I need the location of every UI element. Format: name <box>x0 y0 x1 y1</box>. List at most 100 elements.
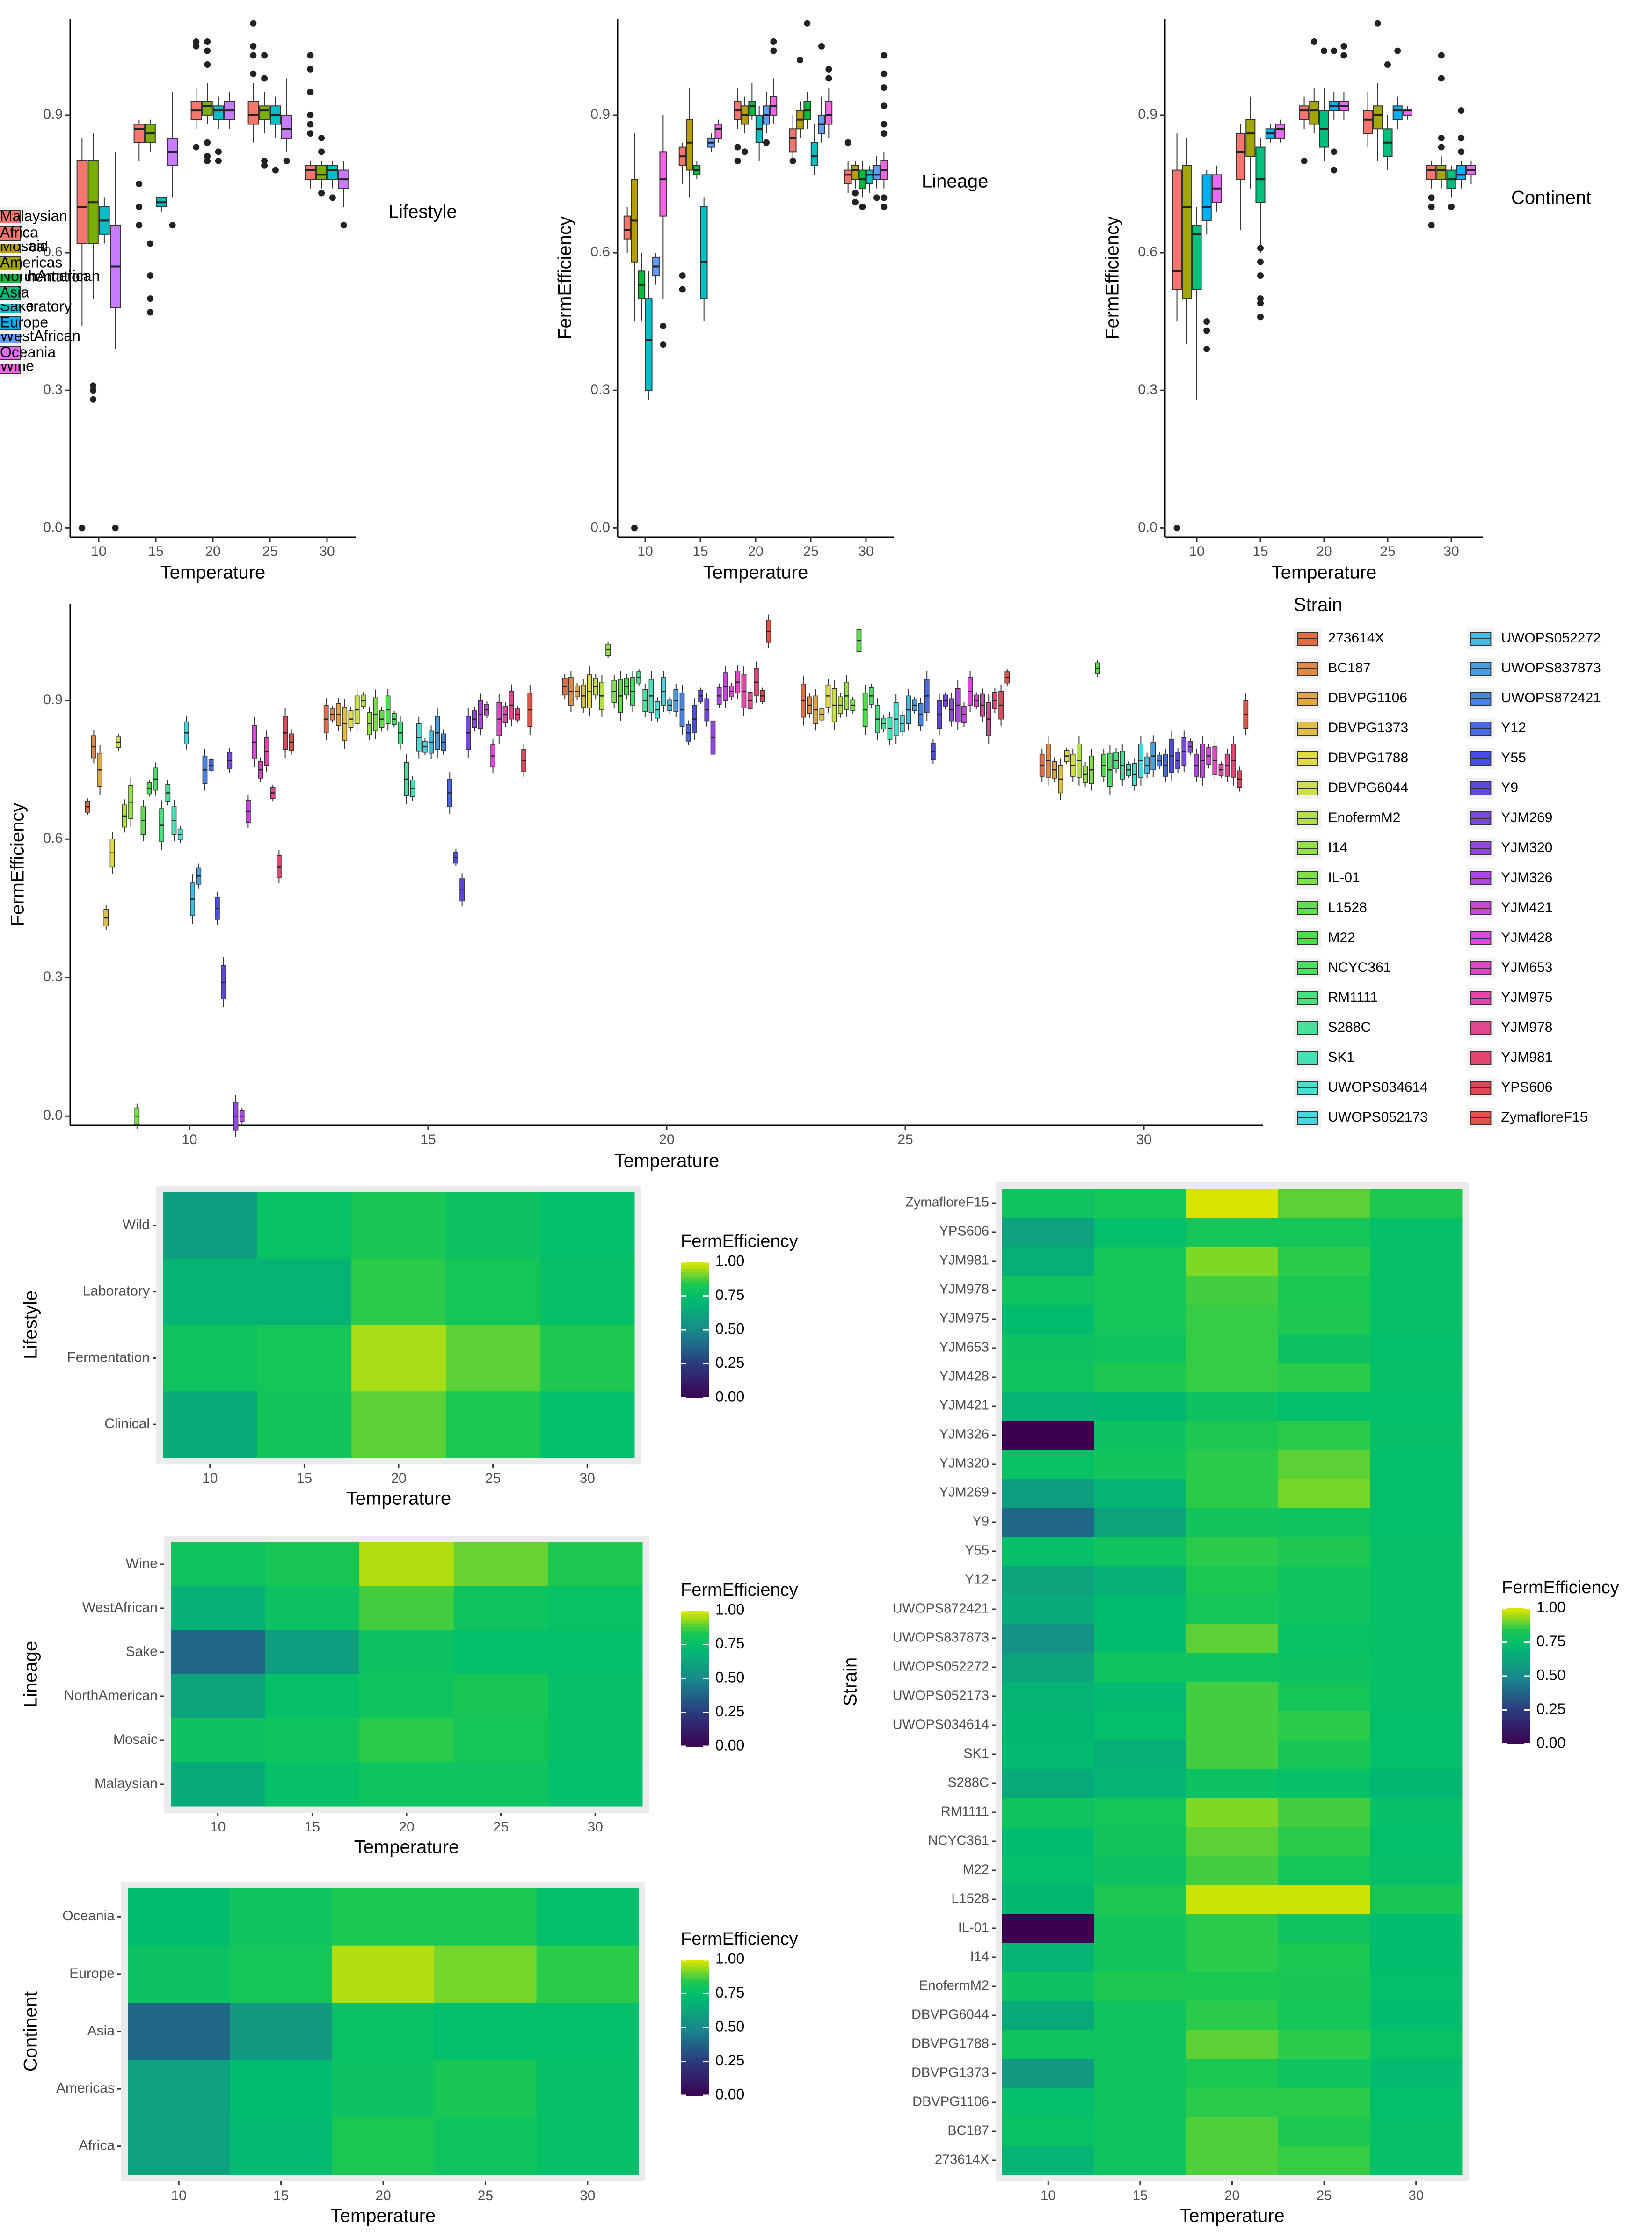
heat-cell-europe-20 <box>332 1945 435 2003</box>
box-uwops034614-10 <box>177 826 183 843</box>
y-axis-title: FermEfficiency <box>555 216 575 340</box>
box-body <box>1201 174 1212 221</box>
box-outlier <box>90 396 97 403</box>
x-tick-label: 15 <box>148 544 163 559</box>
heat-cell-zymafloref15-25 <box>1278 1189 1370 1218</box>
box-dbvpg1788-10 <box>109 832 115 874</box>
colorbar-segment <box>1502 1632 1530 1636</box>
x-tick-label: 10 <box>637 544 653 559</box>
colorbar-segment <box>681 2007 709 2011</box>
y-tick-label: 0.3 <box>1138 382 1157 397</box>
box-uwops034614-30 <box>1132 758 1137 791</box>
box-clinical-10 <box>76 138 88 532</box>
y-tick-label: 0.9 <box>1138 107 1157 122</box>
box-malaysian-25 <box>789 115 797 164</box>
heat-cell-uwops034614-15 <box>1094 1711 1186 1740</box>
legend-label: NCYC361 <box>1328 960 1391 975</box>
heat-cell-yjm975-25 <box>1278 1305 1370 1334</box>
colorbar-segment <box>681 1644 709 1648</box>
legend-key-yjm428: YJM428 <box>1467 928 1552 948</box>
colorbar-segment <box>1502 1659 1530 1663</box>
x-tick-label: 20 <box>399 1819 414 1835</box>
box-outlier <box>1203 345 1210 352</box>
colorbar-segment <box>681 1371 709 1375</box>
box-dbvpg1106-10 <box>97 744 102 795</box>
box-yjm421-30 <box>1200 736 1205 786</box>
y-tick-label: RM1111 <box>941 1804 989 1819</box>
y-tick-label: 0.0 <box>590 519 610 535</box>
colorbar-segment <box>681 1330 709 1334</box>
box-i14-20 <box>605 641 611 658</box>
legend-key-uwops034614: UWOPS034614 <box>1294 1078 1428 1098</box>
legend-key-uwops837873: UWOPS837873 <box>1467 658 1601 679</box>
heat-cell-y9-25 <box>1278 1508 1370 1537</box>
box-outlier <box>881 130 888 137</box>
box-273614x-20 <box>562 674 568 700</box>
heat-cell-oceania-20 <box>332 1888 435 1946</box>
box-laboratory-15 <box>156 197 167 212</box>
colorbar-segment <box>681 1638 709 1642</box>
legend-label: YJM981 <box>1501 1050 1552 1065</box>
box-body <box>133 124 145 143</box>
colorbar-segment <box>1502 1693 1530 1697</box>
heat-cell-clinical-20 <box>351 1391 446 1458</box>
legend-key-yjm269: YJM269 <box>1467 808 1552 829</box>
box-americas-15 <box>1245 96 1256 189</box>
heat-cell-ncyc361-30 <box>1370 1827 1463 1856</box>
colorbar-segment <box>681 1973 709 1977</box>
heat-cell-zymafloref15-30 <box>1370 1189 1463 1218</box>
box-uwops052173-10 <box>184 716 189 750</box>
box-rm1111-10 <box>159 800 164 850</box>
heat-cell-273614x-25 <box>1278 2146 1370 2175</box>
heat-cell-mosaic-25 <box>453 1718 548 1763</box>
heat-cell-sake-15 <box>265 1630 360 1675</box>
legend-label: DBVPG1106 <box>1328 690 1407 706</box>
box-enofermm2-20 <box>599 675 604 717</box>
colorbar-segment <box>681 2004 709 2008</box>
colorbar-segment <box>681 1394 709 1398</box>
box-sake-20 <box>755 106 763 161</box>
heat-cell-dbvpg6044-25 <box>1278 2001 1370 2030</box>
heat-cell-yjm978-15 <box>1094 1276 1186 1305</box>
box-yjm326-30 <box>1194 748 1199 782</box>
y-tick-label: Clinical <box>104 1416 150 1431</box>
colorbar-label: 0.25 <box>1536 1700 1565 1717</box>
colorbar-segment <box>681 1702 709 1706</box>
y-tick-label: Americas <box>56 2080 115 2096</box>
heat-cell-il-01-10 <box>1002 1914 1095 1943</box>
box-uwops052272-15 <box>429 725 434 759</box>
box-outlier <box>147 295 154 302</box>
x-tick-label: 15 <box>420 1132 436 1147</box>
heat-cell-malaysian-25 <box>453 1762 548 1807</box>
box-m22-10 <box>146 780 152 797</box>
y-tick-label: IL-01 <box>958 1920 989 1935</box>
heat-cell-rm1111-30 <box>1370 1798 1463 1827</box>
heat-cell-yjm978-25 <box>1278 1276 1370 1305</box>
y-tick-label: Wild <box>123 1217 150 1233</box>
box-outlier <box>307 130 314 137</box>
heat-cell-uwops034614-20 <box>1186 1711 1279 1740</box>
box-body <box>1245 119 1256 157</box>
box-fermentation-10 <box>87 133 99 403</box>
colorbar-segment <box>681 1384 709 1388</box>
heat-cell-oceania-15 <box>230 1888 333 1946</box>
x-tick-label: 15 <box>297 1471 312 1486</box>
colorbar-label: 0.75 <box>1536 1633 1565 1649</box>
box-outlier <box>1257 245 1264 252</box>
colorbar-segment <box>681 1655 709 1659</box>
heat-cell-sake-20 <box>359 1630 454 1675</box>
box-oceania-10 <box>1211 165 1222 212</box>
legend-label: M22 <box>1328 930 1355 945</box>
box-uwops034614-15 <box>416 716 422 759</box>
colorbar-segment <box>681 1624 709 1628</box>
box-zymafloref15-10 <box>289 729 294 755</box>
box-asia-25 <box>1383 61 1393 170</box>
colorbar-segment <box>681 1611 709 1615</box>
box-outlier <box>90 387 97 394</box>
box-outlier <box>1458 134 1465 141</box>
legend-key-y9: Y9 <box>1467 778 1518 799</box>
box-outlier <box>215 157 222 164</box>
heat-cell-malaysian-20 <box>359 1762 454 1807</box>
colorbar-segment <box>681 1675 709 1679</box>
colorbar-segment <box>681 2034 709 2038</box>
